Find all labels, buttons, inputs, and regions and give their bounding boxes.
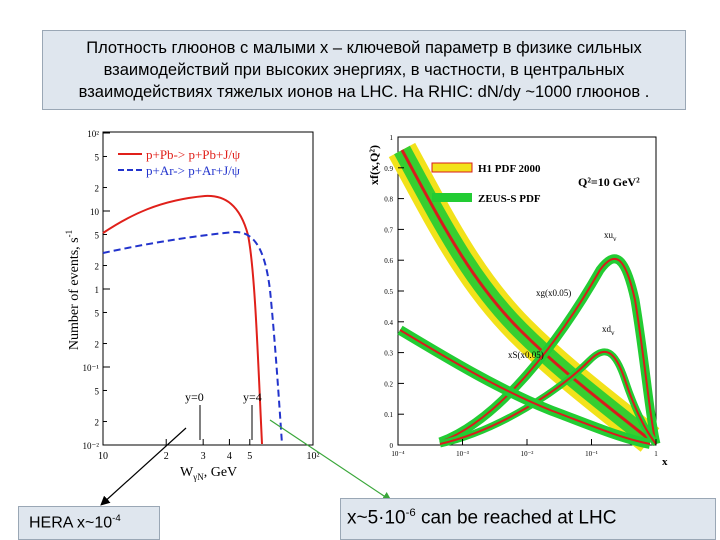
x-tick-label: 10	[98, 451, 108, 462]
y-tick-label: 5	[95, 152, 100, 162]
y-tick-label: 1	[95, 285, 100, 295]
y-tick-label: 2	[95, 184, 100, 194]
y-tick-label: 0.2	[384, 380, 393, 388]
y-tick-label: 0.9	[384, 165, 393, 173]
legend-swatch	[432, 193, 472, 202]
x-tick-label: 5	[247, 451, 252, 462]
note-sup: -4	[112, 513, 121, 524]
y-tick-label: 10²	[87, 129, 99, 139]
y-tick-label: 0.3	[384, 350, 393, 358]
annotation: y=4	[243, 390, 262, 404]
x-tick-label: 2	[164, 451, 169, 462]
curve-label: xS(x0.05)	[508, 350, 544, 360]
note-text: can be reached at LHC	[415, 507, 617, 529]
title-line: взаимодействиях тяжелых ионов на LHC. На…	[78, 83, 650, 101]
x-axis-label: x	[662, 456, 668, 468]
y-tick-label: 0.8	[384, 196, 393, 204]
y-tick-label: 0.7	[384, 226, 393, 234]
y-tick-label: 10⁻¹	[83, 363, 100, 373]
x-tick-label: 10²	[307, 451, 320, 462]
note-box: HERA x~10-4	[18, 506, 160, 540]
blue-curve	[102, 230, 283, 445]
x-tick-label: 10⁻¹	[585, 450, 598, 458]
y-tick-label: 0.1	[384, 411, 393, 419]
note-text: x~5·10	[347, 507, 406, 529]
x-tick-label: 4	[227, 451, 232, 462]
y-tick-label: 2	[95, 418, 100, 428]
y-axis-label: xf(x,Q²)	[367, 145, 381, 185]
y-tick-label: 5	[95, 230, 100, 240]
legend-label: p+Ar-> p+Ar+J/ψ	[146, 163, 240, 178]
note-box: x~5·10-6 can be reached at LHC	[340, 498, 716, 540]
xg-curve	[400, 149, 651, 442]
curve-label: xg(x0.05)	[536, 288, 571, 298]
x-tick-label: 10⁻²	[521, 450, 534, 458]
legend-label: ZEUS-S PDF	[478, 193, 541, 205]
annotation: y=0	[185, 390, 204, 404]
left-frame	[102, 131, 314, 446]
note-text: HERA x~10	[29, 514, 113, 532]
y-tick-label: 5	[95, 386, 100, 396]
y-tick-label: 0	[390, 442, 394, 450]
y-tick-label: 2	[95, 262, 100, 272]
curve-label: xdv	[602, 324, 615, 337]
y-tick-label: 2	[95, 340, 100, 350]
title-box: Плотность глюонов с малыми x – ключевой …	[42, 30, 686, 110]
y-tick-label: 1	[390, 134, 394, 142]
y-tick-label: 10⁻²	[83, 441, 100, 451]
xdv-curve	[439, 350, 657, 445]
arrow	[100, 427, 187, 506]
x-tick-label: 3	[201, 451, 206, 462]
x-tick-label: 10⁻⁴	[391, 450, 405, 458]
title-line: взаимодействий при высоких энергиях, в ч…	[103, 61, 625, 79]
arrow	[269, 419, 392, 502]
y-tick-label: 0.4	[384, 319, 393, 327]
y-tick-label: 10	[90, 207, 100, 217]
legend-swatch	[431, 162, 473, 173]
xs-curve	[399, 329, 651, 445]
x-axis-label: WγN, GeV	[180, 465, 237, 482]
legend-label: p+Pb-> p+Pb+J/ψ	[146, 147, 240, 162]
y-tick-label: 0.5	[384, 288, 393, 296]
curve-label: xuv	[604, 230, 617, 243]
x-tick-label: 10⁻³	[456, 450, 469, 458]
note-sup: -6	[405, 507, 416, 519]
title-line: Плотность глюонов с малыми x – ключевой …	[86, 39, 642, 57]
legend-label: H1 PDF 2000	[478, 163, 541, 175]
y-tick-label: 5	[95, 308, 100, 318]
red-curve	[102, 194, 263, 445]
scale-label: Q²=10 GeV²	[578, 175, 640, 189]
x-tick-label: 1	[654, 450, 658, 458]
y-axis-label: Number of events, s-1	[64, 230, 82, 350]
y-tick-label: 0.6	[384, 257, 393, 265]
